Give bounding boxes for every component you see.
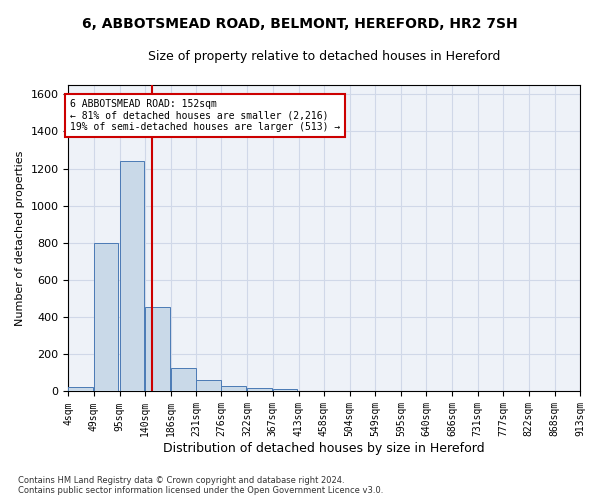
Bar (145, 307, 170, 392)
Text: 6 ABBOTSMEAD ROAD: 152sqm
← 81% of detached houses are smaller (2,216)
19% of se: 6 ABBOTSMEAD ROAD: 152sqm ← 81% of detac… (70, 99, 340, 132)
Bar (119, 161, 145, 392)
Text: 6, ABBOTSMEAD ROAD, BELMONT, HEREFORD, HR2 7SH: 6, ABBOTSMEAD ROAD, BELMONT, HEREFORD, H… (82, 18, 518, 32)
Title: Size of property relative to detached houses in Hereford: Size of property relative to detached ho… (148, 50, 500, 63)
Bar (196, 380, 221, 392)
Text: Contains HM Land Registry data © Crown copyright and database right 2024.
Contai: Contains HM Land Registry data © Crown c… (18, 476, 383, 495)
Bar (94, 243, 118, 392)
Bar (68, 387, 93, 392)
Y-axis label: Number of detached properties: Number of detached properties (15, 150, 25, 326)
X-axis label: Distribution of detached houses by size in Hereford: Distribution of detached houses by size … (163, 442, 485, 455)
Bar (247, 388, 272, 392)
Bar (221, 386, 246, 392)
Bar (171, 368, 196, 392)
Bar (273, 388, 298, 392)
